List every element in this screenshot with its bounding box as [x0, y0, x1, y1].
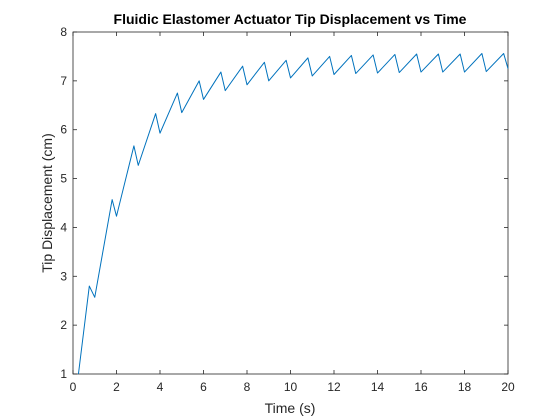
x-axis-label: Time (s): [265, 400, 316, 416]
x-tick-label: 6: [200, 380, 207, 394]
x-tick-label: 0: [70, 380, 77, 394]
chart-title: Fluidic Elastomer Actuator Tip Displacem…: [114, 11, 467, 27]
y-tick-label: 5: [60, 172, 67, 186]
y-tick-label: 6: [60, 123, 67, 137]
series-line: [77, 53, 509, 375]
y-tick-label: 7: [60, 74, 67, 88]
y-axis-label: Tip Displacement (cm): [39, 133, 55, 273]
y-tick-label: 8: [60, 25, 67, 39]
x-tick-label: 4: [157, 380, 164, 394]
y-tick-label: 1: [60, 367, 67, 381]
x-tick-label: 8: [244, 380, 251, 394]
x-tick-label: 16: [414, 380, 428, 394]
x-tick-label: 2: [113, 380, 120, 394]
x-tick-label: 14: [371, 380, 385, 394]
x-tick-label: 20: [501, 380, 515, 394]
axes-box: [72, 31, 509, 375]
y-tick-label: 3: [60, 269, 67, 283]
y-tick-label: 4: [60, 220, 67, 234]
x-tick-label: 10: [284, 380, 298, 394]
x-tick-label: 12: [327, 380, 341, 394]
x-tick-label: 18: [458, 380, 472, 394]
y-tick-label: 2: [60, 318, 67, 332]
